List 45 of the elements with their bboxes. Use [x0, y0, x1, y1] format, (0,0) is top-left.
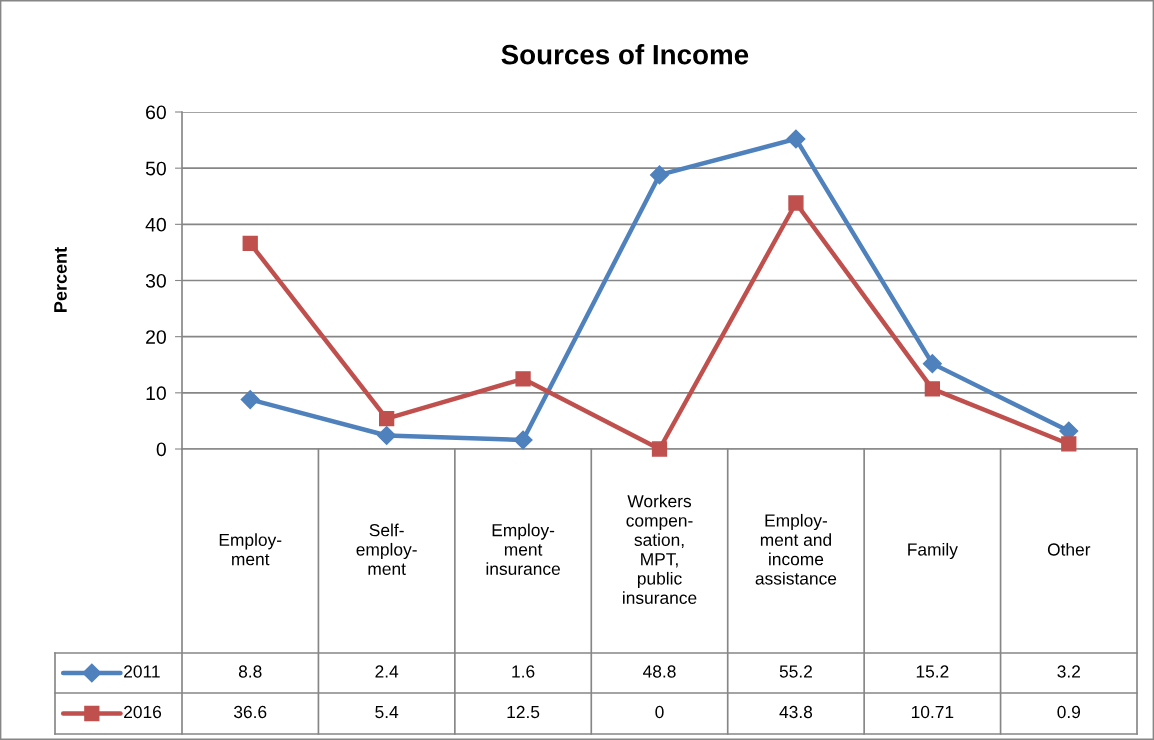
point — [786, 129, 806, 149]
y-axis-title: Percent — [54, 247, 67, 312]
point — [788, 195, 804, 211]
data-label: 12.5 — [507, 705, 540, 719]
point — [240, 390, 260, 410]
x-tick-label: Other — [1047, 542, 1091, 556]
y-tick-label: 50 — [145, 161, 166, 176]
point — [515, 371, 531, 387]
point — [513, 430, 533, 450]
point — [1061, 436, 1077, 452]
data-label: 3.2 — [1057, 665, 1080, 678]
point — [379, 411, 395, 427]
data-label: 43.8 — [779, 705, 813, 719]
data-label: 2.4 — [375, 665, 399, 678]
y-tick-label: 10 — [146, 386, 166, 401]
y-tick-label: 0 — [156, 442, 166, 457]
data-label: 0 — [655, 705, 664, 719]
data-label: 5.4 — [375, 706, 399, 719]
point — [924, 381, 940, 397]
data-label: 15.2 — [916, 665, 949, 678]
x-tick-label: Employ- ment — [219, 533, 282, 566]
y-tick-label: 20 — [146, 330, 166, 344]
x-tick-label: Self- employ- ment — [356, 523, 417, 575]
point — [377, 425, 397, 446]
chart-title: Sources of Income — [501, 44, 749, 65]
point — [242, 235, 258, 252]
point — [649, 165, 670, 185]
x-tick-label: Workers compen- sation, MPT, public insurance — [623, 494, 697, 604]
data-label: 10.71 — [911, 705, 954, 719]
data-label: 8.8 — [238, 665, 262, 678]
y-tick-label: 30 — [145, 273, 166, 288]
legend-label: 2011 — [124, 665, 160, 678]
data-label: 1.6 — [512, 665, 535, 678]
point — [651, 441, 668, 457]
data-label: 48.8 — [643, 665, 676, 678]
x-tick-label: Family — [908, 542, 958, 560]
point — [922, 354, 942, 374]
data-label: 36.6 — [233, 705, 267, 719]
x-tick-label: Employ- ment insurance — [486, 523, 560, 575]
x-tick-label: Employ- ment and income assistance — [755, 513, 837, 585]
legend-label: 2016 — [124, 705, 162, 719]
data-label: 55.2 — [779, 665, 812, 678]
y-tick-label: 40 — [145, 217, 166, 232]
y-tick-label: 60 — [146, 105, 166, 120]
data-label: 0.9 — [1057, 705, 1081, 719]
